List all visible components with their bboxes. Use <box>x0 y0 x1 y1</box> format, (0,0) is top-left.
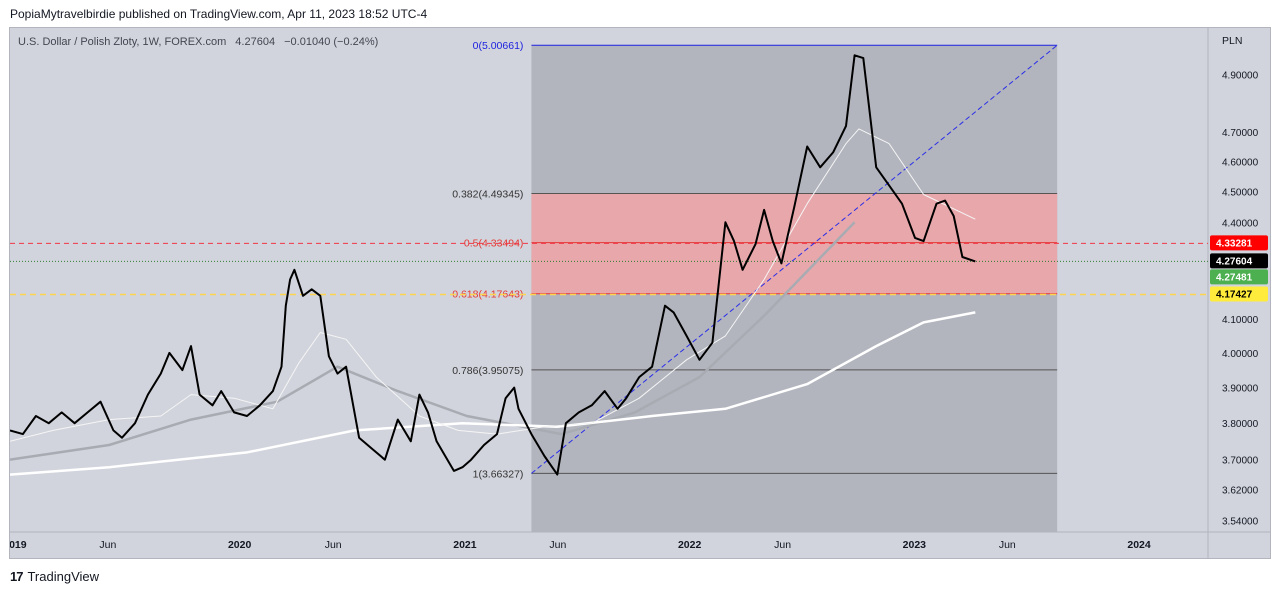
axes: 2019 Jun 2020 Jun 2021 Jun 2022 Jun 2023 Jun 2024 3… <box>10 28 1270 558</box>
x-tick-label: Jun <box>774 539 791 551</box>
footer-brand: TradingView <box>27 569 100 584</box>
symbol-name: U.S. Dollar / Polish Zloty, 1W, FOREX.co… <box>18 36 227 48</box>
x-tick-label: Jun <box>325 539 342 551</box>
price-tag-box <box>1210 253 1268 269</box>
fib-level-label: 0.618(4.17643) <box>452 289 523 301</box>
fib-level-label: 1(3.66327) <box>473 468 524 480</box>
price-tag-label: 4.27481 <box>1216 272 1253 283</box>
x-tick-label: Jun <box>999 539 1016 551</box>
y-tick-label: 4.60000 <box>1222 157 1259 168</box>
symbol-last: 4.27604 <box>235 36 276 48</box>
x-tick-label: 2022 <box>678 539 702 551</box>
tradingview-logo-icon: 17 <box>10 569 24 584</box>
y-tick-label: 3.70000 <box>1222 456 1259 467</box>
fib-level-label: 0(5.00661) <box>473 40 524 52</box>
x-tick-label: 2023 <box>903 539 927 551</box>
symbol-change: −0.01040 (−0.24%) <box>284 36 379 48</box>
series-ma-fast <box>10 128 976 442</box>
price-tag-box <box>1210 286 1268 302</box>
y-tick-label: 4.00000 <box>1222 349 1259 360</box>
y-tick-label: 4.90000 <box>1222 71 1259 82</box>
trend-line <box>531 44 1058 474</box>
x-tick-label: 2019 <box>10 539 27 551</box>
series-price <box>10 54 976 476</box>
x-tick-label: 2024 <box>1127 539 1151 551</box>
price-tag-box <box>1210 269 1268 285</box>
chart-frame[interactable]: 0(5.00661) 0.382(4.49345) 0.5(4.33494) 0.61… <box>9 27 1271 559</box>
fib-background: 0(5.00661) 0.382(4.49345) 0.5(4.33494) 0.61… <box>452 40 1058 533</box>
x-tick-label: Jun <box>99 539 116 551</box>
fib-level-label: 0.5(4.33494) <box>464 238 524 250</box>
y-tick-label: 3.90000 <box>1222 384 1259 395</box>
symbol-line: U.S. Dollar / Polish Zloty, 1W, FOREX.co… <box>18 36 384 48</box>
series-lines <box>10 44 1208 476</box>
chart-plot[interactable]: 0(5.00661) 0.382(4.49345) 0.5(4.33494) 0.61… <box>10 28 1270 558</box>
series-ma-mid <box>10 221 856 461</box>
publisher-line: PopiaMytravelbirdie published on Trading… <box>10 7 428 21</box>
y-tick-label: 3.80000 <box>1222 419 1259 430</box>
y-tick-label: 3.54000 <box>1222 516 1259 527</box>
y-tick-label: 4.40000 <box>1222 218 1259 229</box>
price-tag-box <box>1210 235 1268 251</box>
axis-title: PLN <box>1222 35 1242 47</box>
y-tick-label: 4.50000 <box>1222 187 1259 198</box>
series-ma-slow <box>10 311 976 476</box>
footer[interactable]: 17 TradingView <box>10 569 99 584</box>
y-tick-label: 3.62000 <box>1222 486 1259 497</box>
fib-level-label: 0.786(3.95075) <box>452 365 523 377</box>
y-tick-label: 4.10000 <box>1222 315 1259 326</box>
x-tick-label: Jun <box>549 539 566 551</box>
fib-level-label: 0.382(4.49345) <box>452 188 523 200</box>
x-tick-label: 2020 <box>228 539 252 551</box>
price-tags: 4.33281 4.27604 4.27481 4.17427 <box>1210 235 1268 302</box>
x-tick-label: 2021 <box>453 539 477 551</box>
price-tag-label: 4.33281 <box>1216 238 1253 249</box>
y-tick-label: 4.70000 <box>1222 128 1259 139</box>
price-tag-label: 4.17427 <box>1216 289 1253 300</box>
price-tag-label: 4.27604 <box>1216 256 1253 267</box>
